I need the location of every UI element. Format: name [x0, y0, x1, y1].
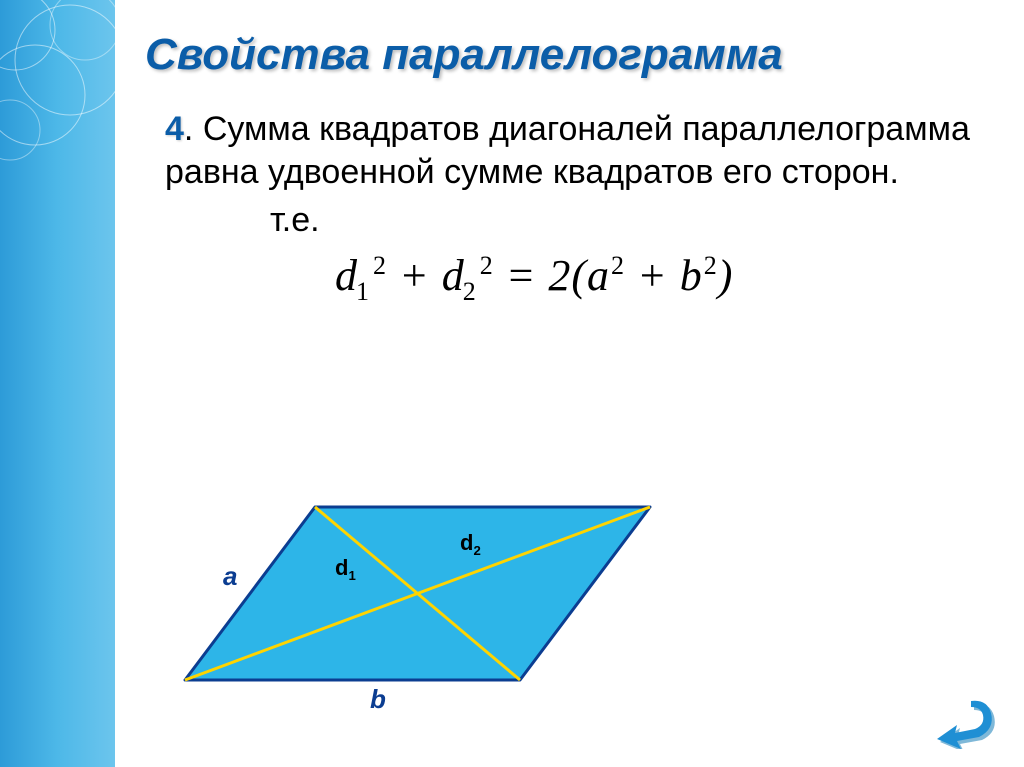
slide: Свойства параллелограмма 4. Сумма квадра…: [0, 0, 1024, 767]
label-b: b: [370, 684, 386, 714]
formula: d12 + d22 = 2(a2 + b2): [335, 250, 994, 307]
parallelogram-diagram: a b d1 d2: [175, 475, 675, 715]
back-button[interactable]: [931, 693, 999, 749]
property-text: 4. Сумма квадратов диагоналей параллелог…: [165, 108, 994, 193]
content-area: Свойства параллелограмма 4. Сумма квадра…: [115, 0, 1024, 337]
sidebar-decoration: [0, 0, 115, 767]
back-arrow-icon: [931, 693, 999, 749]
ie-text: т.е.: [270, 201, 994, 240]
property-body: . Сумма квадратов диагоналей параллелогр…: [165, 110, 970, 191]
item-number: 4: [165, 110, 184, 148]
slide-title: Свойства параллелограмма: [145, 30, 994, 80]
label-a: a: [223, 561, 237, 591]
sidebar-circles-icon: [0, 0, 115, 200]
